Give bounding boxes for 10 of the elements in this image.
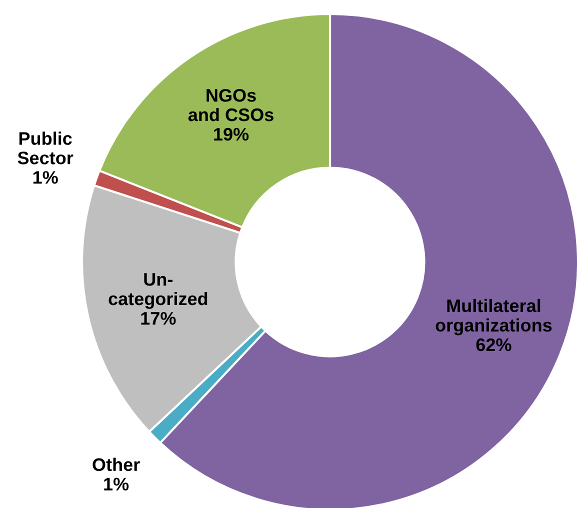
slice-label: Un- categorized	[108, 273, 208, 309]
data-label: 17%	[141, 312, 176, 325]
data-label: 62%	[476, 338, 512, 352]
slice-label: Other	[92, 458, 140, 472]
slice-label: Multilateral organizations	[436, 298, 552, 336]
slice-label: NGOs and CSOs	[188, 88, 274, 122]
data-label: 19%	[214, 128, 249, 141]
slice-label: Public Sector	[18, 132, 74, 164]
data-label: 1%	[33, 171, 58, 184]
data-label: 1%	[104, 478, 129, 490]
